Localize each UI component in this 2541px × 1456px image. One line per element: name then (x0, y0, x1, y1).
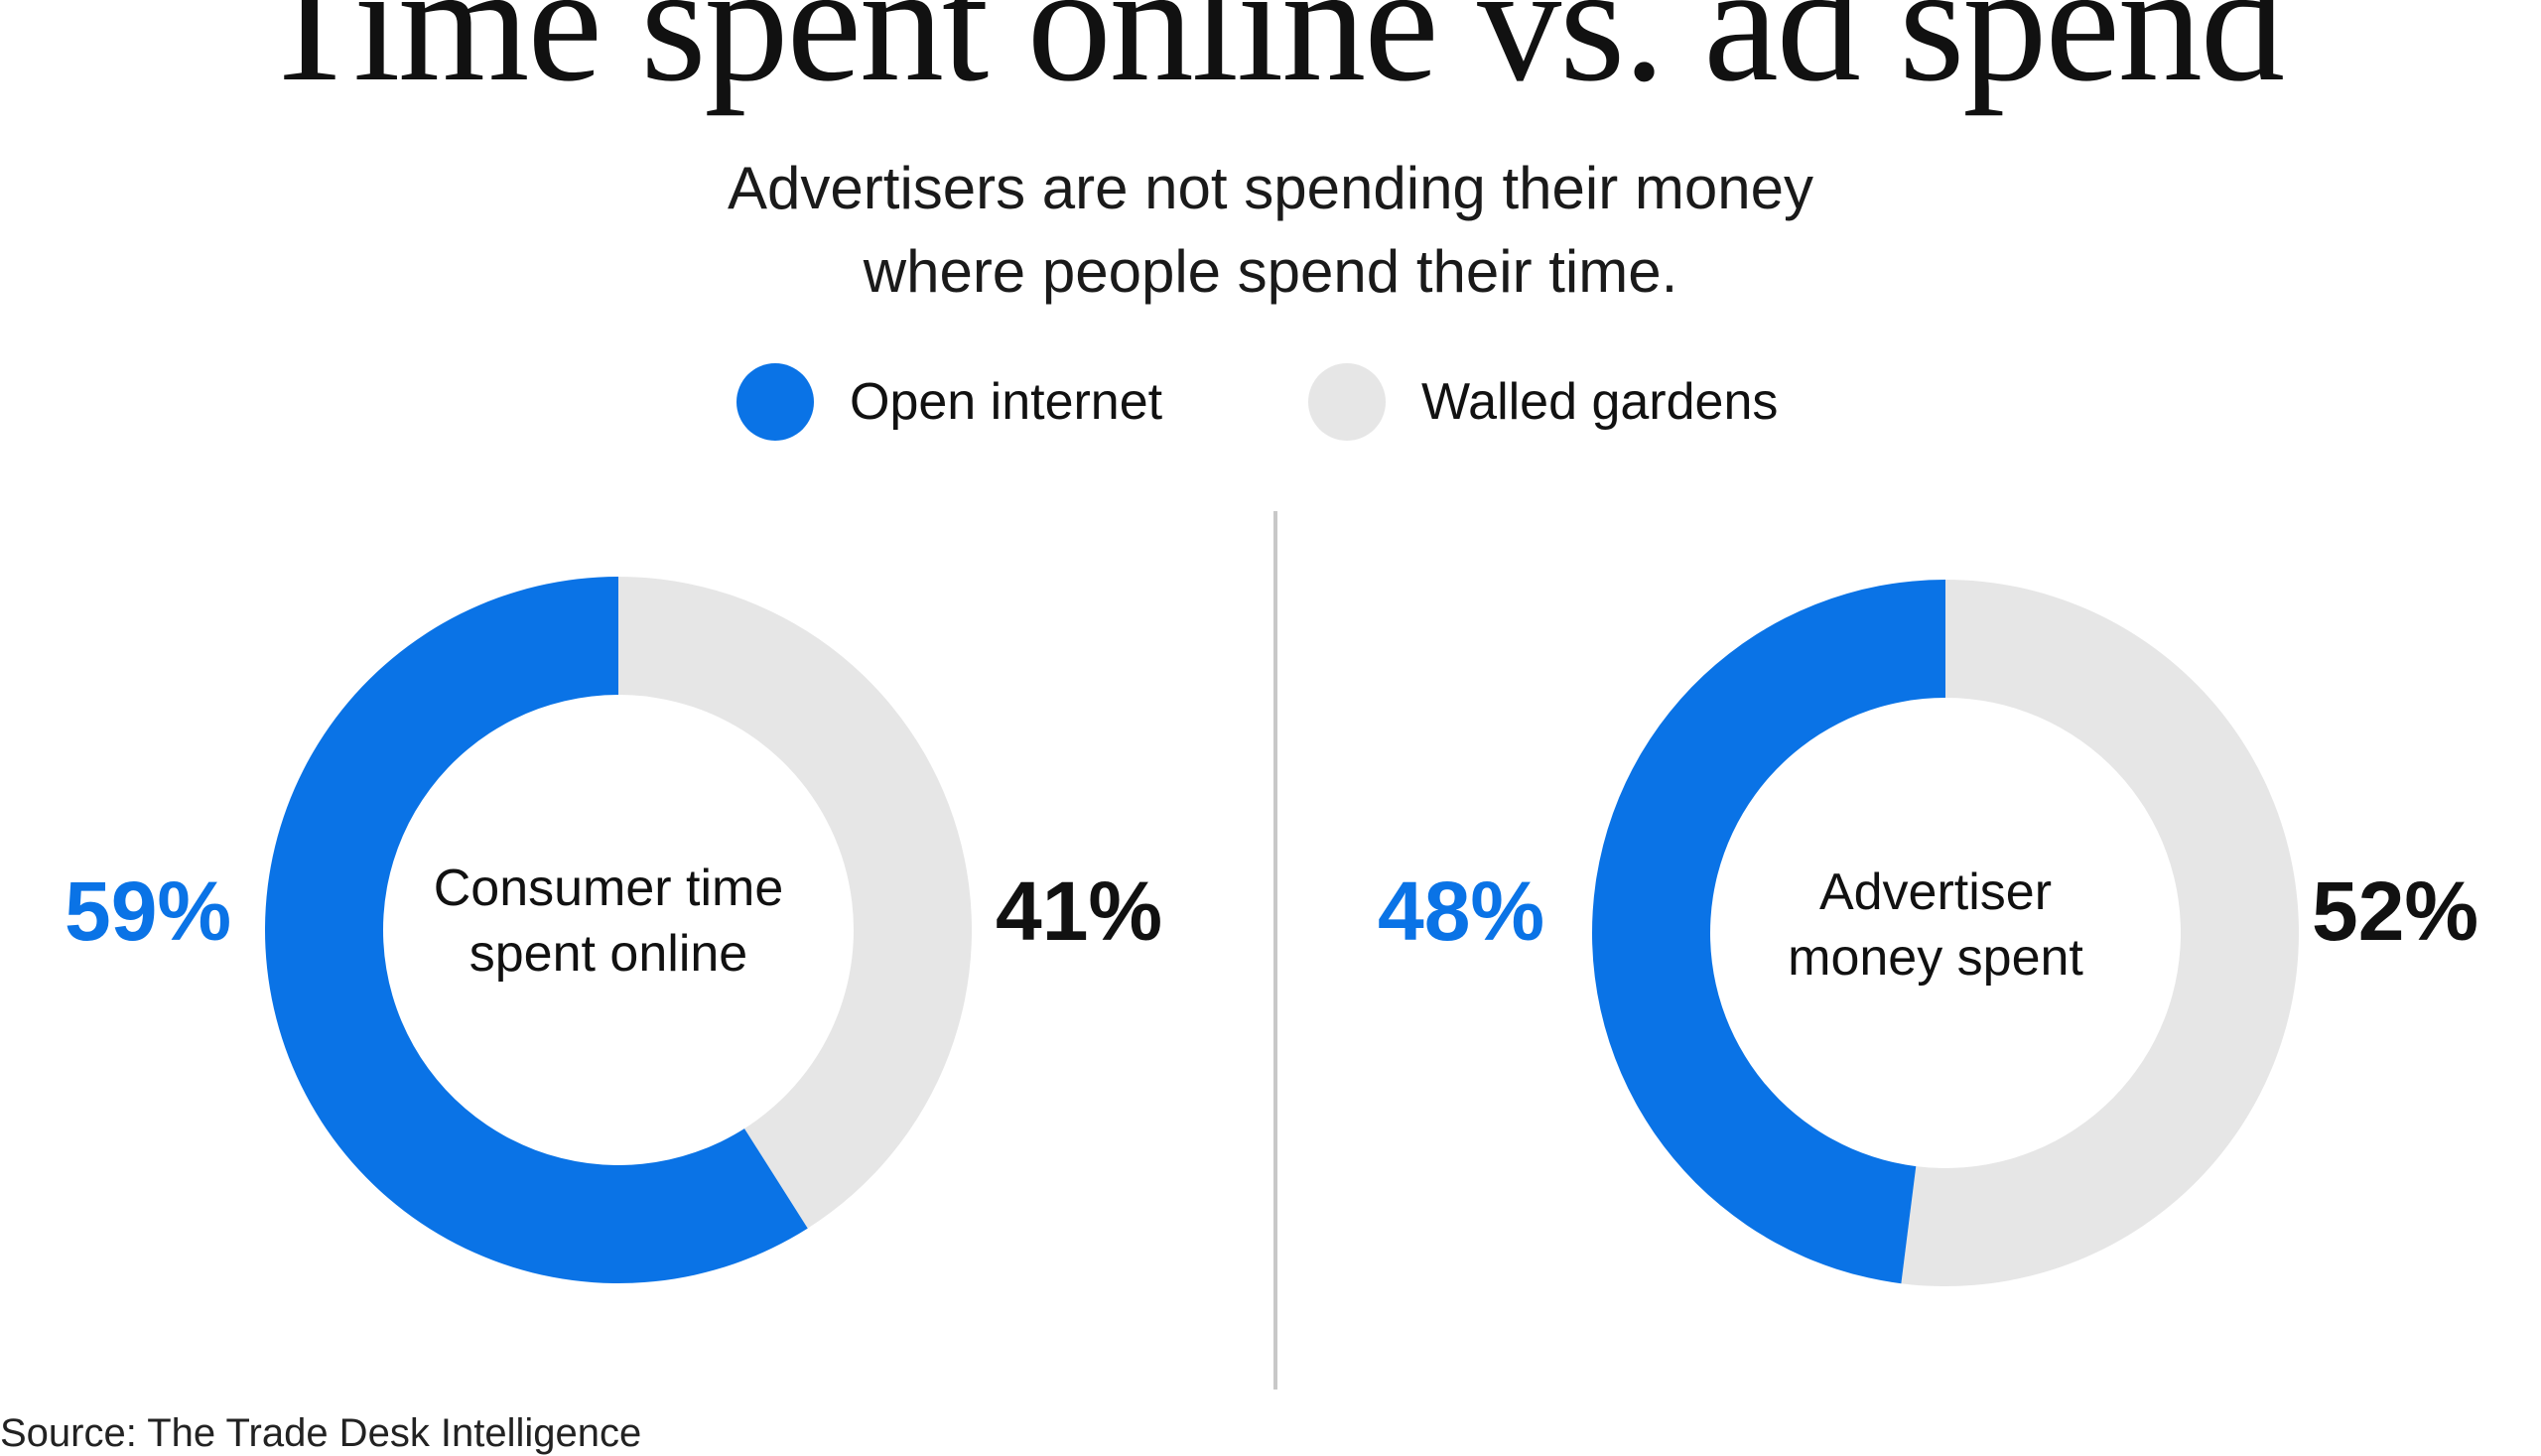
chart-title: Time spent online vs. ad spend (258, 0, 2285, 116)
donut-1-open-internet-slice (264, 577, 808, 1283)
donut-1-center-label-line: spent online (468, 925, 748, 983)
donut-1-center-label-line: Consumer time (433, 860, 784, 917)
donut-2-center-label-line: money spent (1788, 929, 2083, 987)
donut-1-center-label: Consumer time spent online (400, 856, 817, 987)
legend-item-walled-gardens: Walled gardens (1308, 362, 1778, 442)
legend-label-walled-gardens: Walled gardens (1421, 373, 1779, 431)
donut-1-open-internet-label: 59% (65, 864, 232, 958)
donut-2-open-internet-label: 48% (1378, 864, 1545, 958)
legend-item-open-internet: Open internet (736, 362, 1162, 442)
chart-subtitle: Advertisers are not spending their money… (0, 147, 2541, 314)
legend-swatch-walled-gardens (1308, 363, 1386, 441)
donut-1-walled-gardens-label: 41% (996, 864, 1163, 958)
legend-label-open-internet: Open internet (850, 373, 1163, 431)
chart-source: Source: The Trade Desk Intelligence (0, 1411, 642, 1455)
donut-2-center-label-line: Advertiser (1818, 863, 2053, 921)
legend: Open internet Walled gardens (0, 362, 2541, 442)
donut-1-walled-gardens-slice (618, 577, 972, 1229)
subtitle-line: where people spend their time. (863, 238, 1678, 305)
subtitle-line: Advertisers are not spending their money (728, 155, 1813, 221)
donut-2-open-internet-slice (1591, 580, 1945, 1284)
chart-divider (1273, 511, 1277, 1390)
donut-2-walled-gardens-slice (1901, 580, 2299, 1286)
donut-2-center-label: Advertiser money spent (1727, 860, 2144, 991)
legend-swatch-open-internet (736, 363, 814, 441)
donut-2-walled-gardens-label: 52% (2312, 864, 2479, 958)
